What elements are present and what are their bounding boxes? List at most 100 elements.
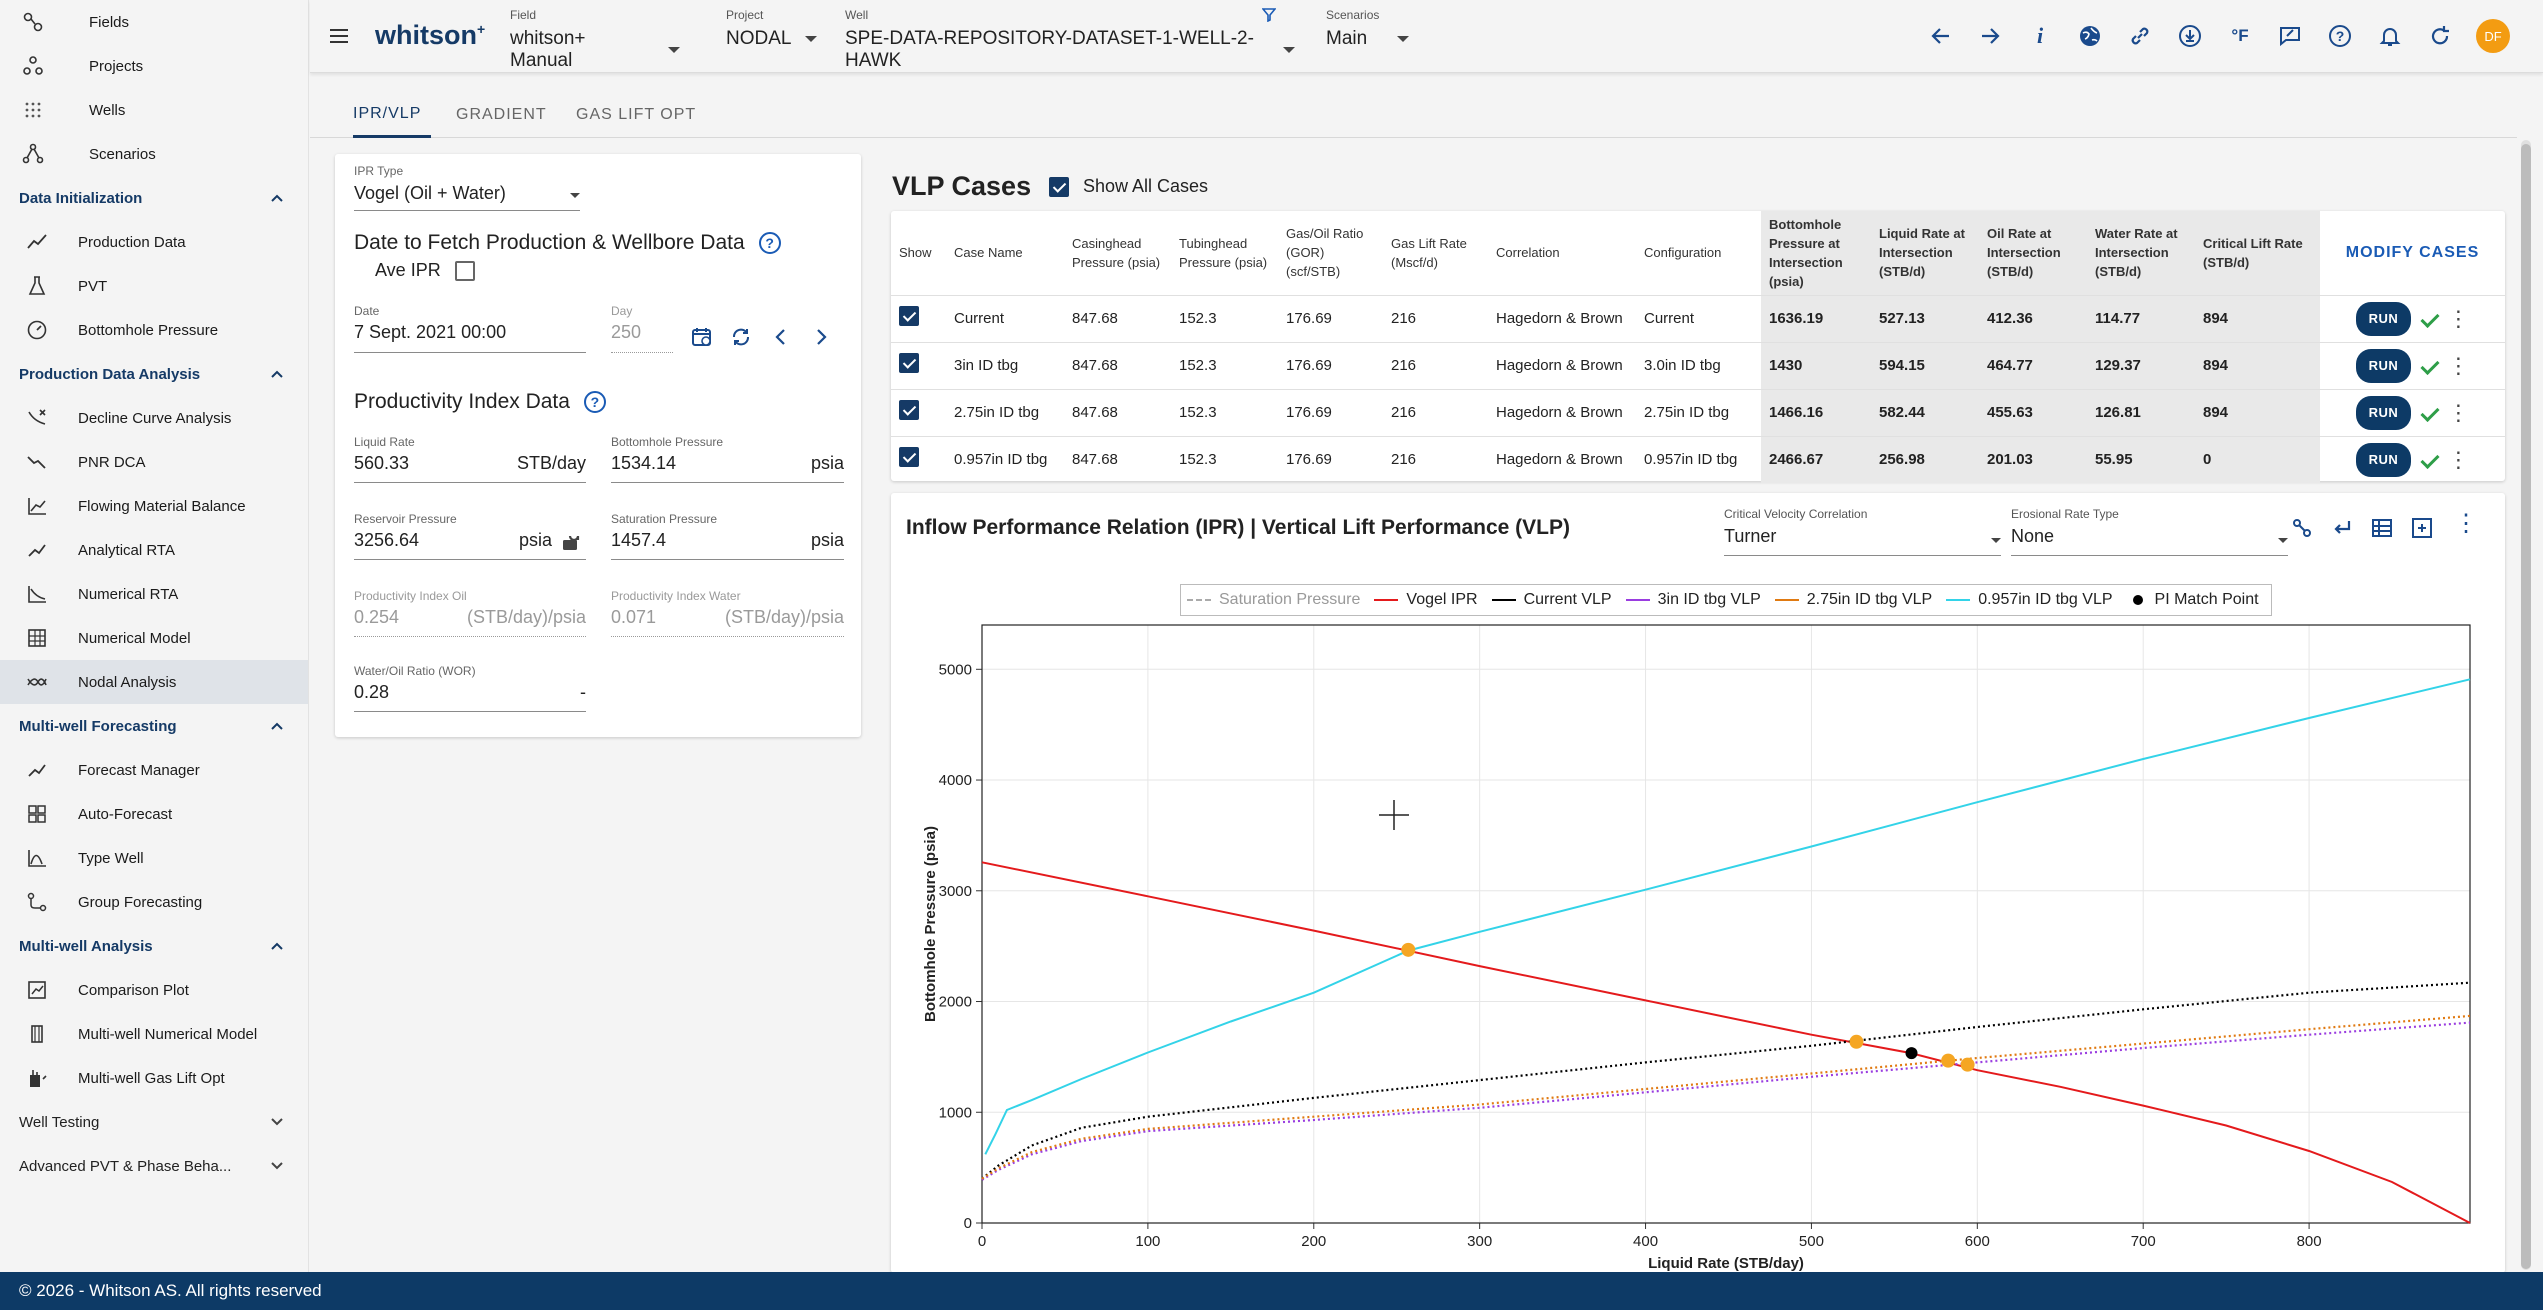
- column-header[interactable]: Case Name: [954, 245, 1023, 261]
- sidebar-section-5[interactable]: Advanced PVT & Phase Beha...: [0, 1144, 308, 1188]
- table-row[interactable]: Current 847.68 152.3 176.69 216 Hagedorn & Br…: [891, 294, 2505, 342]
- sidebar-item-scenarios[interactable]: Scenarios: [0, 132, 308, 176]
- column-header[interactable]: Bottomhole Pressure at Intersection (psi…: [1761, 211, 1871, 295]
- run-button[interactable]: RUN: [2355, 301, 2412, 336]
- sidebar-item-numerical-model[interactable]: Numerical Model: [0, 616, 308, 660]
- column-header[interactable]: Correlation: [1496, 245, 1560, 261]
- ave-ipr-toggle[interactable]: Ave IPR: [375, 260, 475, 281]
- column-header[interactable]: Oil Rate at Intersection (STB/d): [1979, 211, 2087, 295]
- column-header[interactable]: Water Rate at Intersection (STB/d): [2087, 211, 2195, 295]
- saturation-pressure-input[interactable]: 1457.4: [611, 530, 667, 550]
- table-cell[interactable]: Hagedorn & Brown: [1488, 341, 1636, 389]
- sidebar-item-comparison-plot[interactable]: Comparison Plot: [0, 968, 308, 1012]
- sidebar-item-wells[interactable]: Wells: [0, 88, 308, 132]
- table-cell[interactable]: 3in ID tbg: [946, 341, 1064, 389]
- sidebar-item-bottomhole-pressure[interactable]: Bottomhole Pressure: [0, 308, 308, 352]
- user-avatar[interactable]: DF: [2476, 19, 2510, 53]
- sidebar-item-multi-well-numerical-model[interactable]: Multi-well Numerical Model: [0, 1012, 308, 1056]
- table-row[interactable]: 3in ID tbg 847.68 152.3 176.69 216 Hagedorn &…: [891, 341, 2505, 389]
- tab-gas-lift-opt[interactable]: GAS LIFT OPT: [576, 106, 697, 123]
- download-icon[interactable]: [2176, 22, 2204, 50]
- liquid-rate-input[interactable]: 560.33: [354, 453, 410, 473]
- ave-ipr-checkbox[interactable]: [454, 260, 475, 281]
- sync-icon[interactable]: [730, 326, 752, 353]
- show-case-checkbox[interactable]: [899, 305, 919, 326]
- table-cell[interactable]: 847.68: [1064, 341, 1171, 389]
- app-logo[interactable]: whitson+: [375, 20, 485, 51]
- show-case-checkbox[interactable]: [899, 446, 919, 467]
- table-cell[interactable]: 847.68: [1064, 435, 1171, 483]
- table-cell[interactable]: 176.69: [1278, 341, 1383, 389]
- modify-cases-button[interactable]: MODIFY CASES: [2320, 211, 2505, 295]
- table-cell[interactable]: 152.3: [1171, 435, 1278, 483]
- erosional-rate-select[interactable]: None: [2011, 525, 2288, 557]
- legend-item[interactable]: Current VLP: [1491, 591, 1612, 609]
- table-cell[interactable]: 176.69: [1278, 435, 1383, 483]
- legend-item[interactable]: Saturation Pressure: [1187, 591, 1360, 609]
- table-cell[interactable]: 176.69: [1278, 294, 1383, 342]
- sidebar-item-group-forecasting[interactable]: Group Forecasting: [0, 880, 308, 924]
- tab-ipr-vlp[interactable]: IPR/VLP: [353, 92, 432, 138]
- plot-more-icon[interactable]: ⋮: [2454, 510, 2478, 537]
- help-icon[interactable]: ?: [2326, 22, 2354, 50]
- scrollbar-thumb[interactable]: [2521, 144, 2531, 1269]
- sidebar-section-2[interactable]: Multi-well Forecasting: [0, 704, 308, 748]
- legend-item[interactable]: 0.957in ID tbg VLP: [1946, 591, 2113, 609]
- help-circle-icon[interactable]: ?: [583, 391, 606, 413]
- table-cell[interactable]: 3.0in ID tbg: [1636, 341, 1761, 389]
- sidebar-item-projects[interactable]: Projects: [0, 44, 308, 88]
- table-cell[interactable]: 0.957in ID tbg: [946, 435, 1064, 483]
- autoscale-icon[interactable]: [2411, 517, 2433, 544]
- previous-day-icon[interactable]: [772, 327, 790, 352]
- table-cell[interactable]: 152.3: [1171, 388, 1278, 436]
- column-header[interactable]: Casinghead Pressure (psia): [1072, 235, 1161, 270]
- calendar-icon[interactable]: [691, 326, 713, 353]
- column-header[interactable]: Critical Lift Rate (STB/d): [2195, 211, 2320, 295]
- scenarios-selector[interactable]: Scenarios Main: [1326, 8, 1436, 50]
- more-vert-icon[interactable]: ⋮: [2447, 446, 2470, 472]
- table-cell[interactable]: 152.3: [1171, 341, 1278, 389]
- column-header[interactable]: Gas Lift Rate (Mscf/d): [1391, 235, 1467, 270]
- run-button[interactable]: RUN: [2355, 395, 2412, 430]
- table-cell[interactable]: 216: [1383, 294, 1488, 342]
- forward-arrow-icon[interactable]: [1976, 22, 2004, 50]
- sidebar-section-1[interactable]: Production Data Analysis: [0, 352, 308, 396]
- feedback-icon[interactable]: [2276, 22, 2304, 50]
- table-cell[interactable]: Hagedorn & Brown: [1488, 435, 1636, 483]
- sidebar-item-multi-well-gas-lift-opt[interactable]: Multi-well Gas Lift Opt: [0, 1056, 308, 1100]
- sidebar-item-type-well[interactable]: Type Well: [0, 836, 308, 880]
- sidebar-section-3[interactable]: Multi-well Analysis: [0, 924, 308, 968]
- curve-points-icon[interactable]: [2291, 517, 2313, 544]
- show-all-cases-toggle[interactable]: Show All Cases: [1049, 176, 1208, 197]
- table-cell[interactable]: 2.75in ID tbg: [1636, 388, 1761, 436]
- table-cell[interactable]: 152.3: [1171, 294, 1278, 342]
- table-icon[interactable]: [2371, 517, 2393, 544]
- date-input[interactable]: 7 Sept. 2021 00:00: [354, 322, 507, 342]
- ipr-type-select[interactable]: Vogel (Oil + Water): [354, 181, 580, 211]
- table-cell[interactable]: 847.68: [1064, 294, 1171, 342]
- sidebar-item-analytical-rta[interactable]: Analytical RTA: [0, 528, 308, 572]
- column-header[interactable]: Tubinghead Pressure (psia): [1179, 235, 1268, 270]
- day-input[interactable]: 250: [611, 322, 642, 342]
- next-day-icon[interactable]: [812, 327, 830, 352]
- more-vert-icon[interactable]: ⋮: [2447, 399, 2470, 425]
- table-cell[interactable]: 216: [1383, 388, 1488, 436]
- table-cell[interactable]: 2.75in ID tbg: [946, 388, 1064, 436]
- show-case-checkbox[interactable]: [899, 352, 919, 373]
- field-selector[interactable]: Field whitson+ Manual: [510, 8, 680, 72]
- sidebar-item-numerical-rta[interactable]: Numerical RTA: [0, 572, 308, 616]
- link-icon[interactable]: [2126, 22, 2154, 50]
- reservoir-pressure-input[interactable]: 3256.64: [354, 530, 420, 550]
- legend-item[interactable]: 3in ID tbg VLP: [1625, 591, 1761, 609]
- table-cell[interactable]: Current: [1636, 294, 1761, 342]
- sidebar-item-flowing-material-balance[interactable]: Flowing Material Balance: [0, 484, 308, 528]
- show-case-checkbox[interactable]: [899, 399, 919, 420]
- globe-icon[interactable]: [2076, 22, 2104, 50]
- help-circle-icon[interactable]: ?: [758, 232, 781, 254]
- column-header[interactable]: Liquid Rate at Intersection (STB/d): [1871, 211, 1979, 295]
- bottomhole-pressure-input[interactable]: 1534.14: [611, 453, 677, 473]
- unlock-icon[interactable]: [559, 530, 581, 557]
- more-vert-icon[interactable]: ⋮: [2447, 305, 2470, 331]
- sidebar-item-pnr-dca[interactable]: PNR DCA: [0, 440, 308, 484]
- more-vert-icon[interactable]: ⋮: [2447, 352, 2470, 378]
